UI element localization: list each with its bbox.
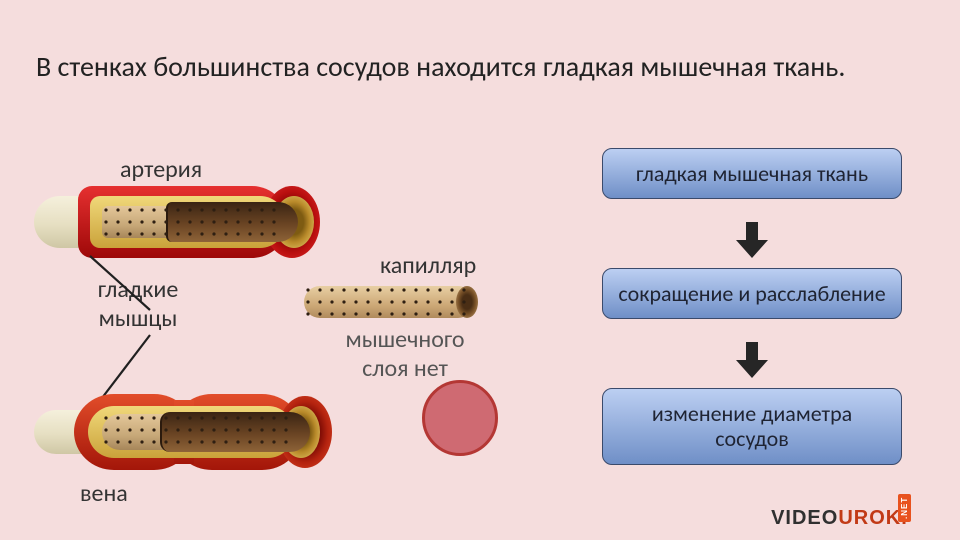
watermark: VIDEOUROKI.NET (771, 507, 938, 530)
flow-box-1: гладкая мышечная ткань (602, 148, 902, 199)
label-artery: артерия (120, 156, 202, 185)
flow-box-3: изменение диаметра сосудов (602, 388, 902, 465)
page-title: В стенках большинства сосудов находится … (36, 48, 916, 86)
label-vein: вена (80, 480, 128, 509)
artery-illustration (34, 186, 314, 262)
flow-box-2: сокращение и расслабление (602, 268, 902, 319)
arrow-down-icon-2 (732, 340, 772, 380)
label-no-muscle-layer: мышечного слоя нет (310, 326, 500, 384)
vein-illustration (34, 390, 326, 476)
arrow-down-icon-1 (732, 220, 772, 260)
capillary-illustration (304, 286, 474, 318)
label-capillary: капилляр (380, 252, 476, 281)
red-circle-icon (422, 380, 498, 456)
watermark-part1: VIDEO (771, 507, 838, 529)
slide: В стенках большинства сосудов находится … (0, 0, 960, 540)
label-smooth-muscles: гладкие мышцы (58, 276, 218, 334)
watermark-badge: .NET (898, 494, 911, 522)
